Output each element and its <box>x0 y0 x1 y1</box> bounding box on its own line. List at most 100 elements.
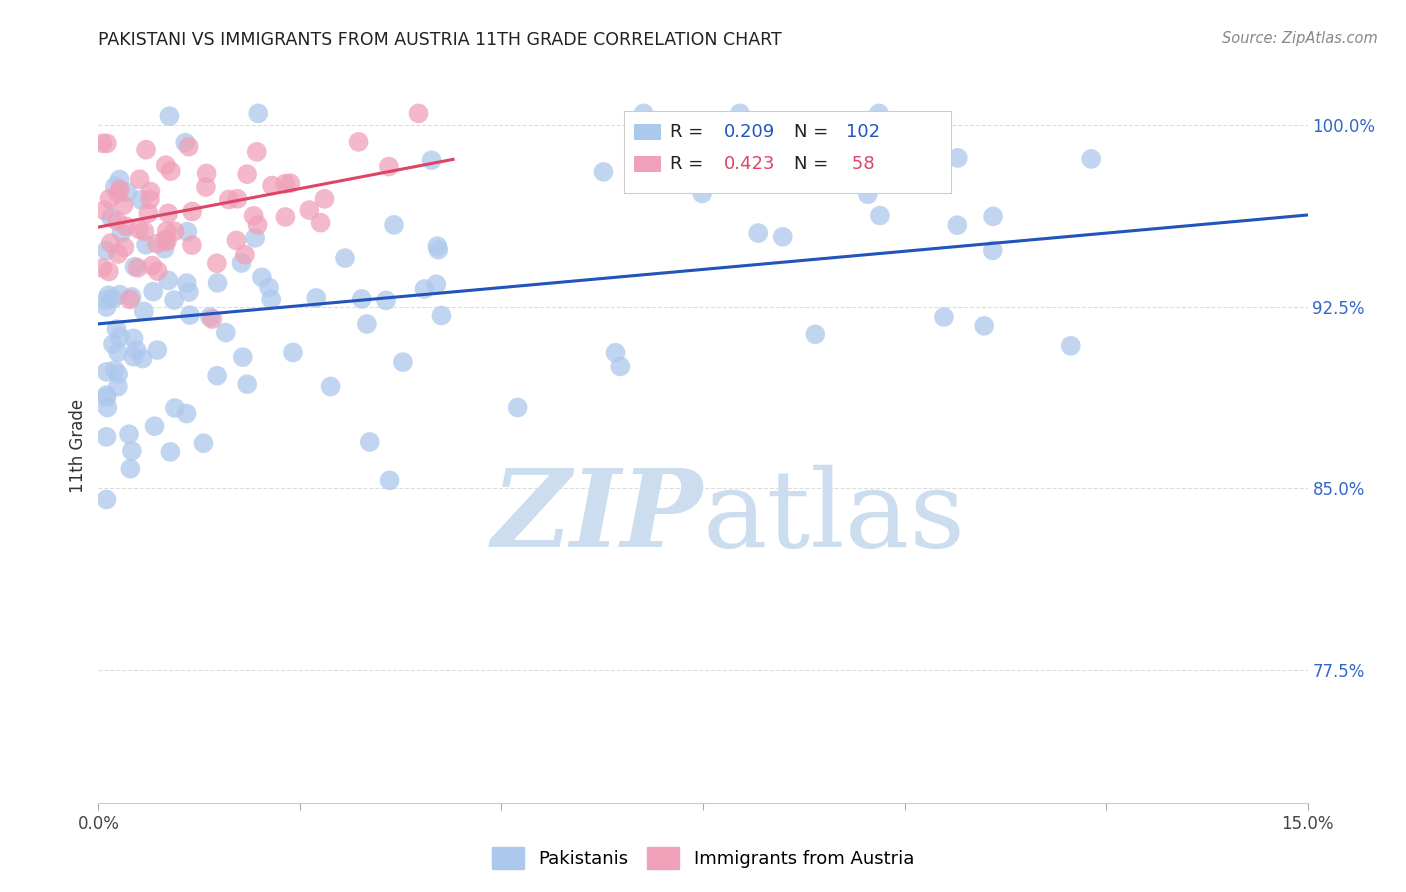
Point <box>156 235 179 249</box>
Point <box>155 233 177 247</box>
Point <box>101 292 124 306</box>
Point <box>728 106 751 120</box>
Point <box>233 248 256 262</box>
Point <box>350 292 373 306</box>
Point <box>207 276 229 290</box>
Point <box>104 363 127 377</box>
Point <box>139 192 162 206</box>
Point <box>153 242 176 256</box>
Point <box>856 187 879 202</box>
Point <box>108 287 131 301</box>
Point <box>260 293 283 307</box>
Point <box>242 209 264 223</box>
Point <box>274 210 297 224</box>
Point <box>205 256 228 270</box>
Point <box>772 229 794 244</box>
Point <box>128 222 150 236</box>
Point <box>690 186 713 201</box>
Point <box>155 158 177 172</box>
Point <box>247 106 270 120</box>
Point <box>96 401 118 415</box>
Text: N =: N = <box>793 155 834 173</box>
Point <box>177 285 200 299</box>
Point <box>869 209 891 223</box>
Point <box>392 355 415 369</box>
Point <box>107 379 129 393</box>
Point <box>163 224 186 238</box>
Text: ZIP: ZIP <box>492 465 703 570</box>
Point <box>262 178 284 193</box>
Point <box>146 343 169 357</box>
Point <box>413 282 436 296</box>
Point <box>981 210 1004 224</box>
Point <box>108 182 131 196</box>
Point <box>378 160 401 174</box>
Point <box>142 285 165 299</box>
Point <box>179 308 201 322</box>
Point <box>96 244 118 258</box>
Text: 0.423: 0.423 <box>724 155 775 173</box>
Point <box>121 290 143 304</box>
Point <box>319 379 342 393</box>
Point <box>96 388 118 402</box>
Point <box>176 276 198 290</box>
Point <box>107 367 129 381</box>
Point <box>104 179 127 194</box>
Point <box>427 243 450 257</box>
Point <box>156 224 179 238</box>
Point <box>157 206 180 220</box>
Point <box>96 300 118 314</box>
Point <box>125 343 148 357</box>
Point <box>246 145 269 159</box>
Point <box>93 203 115 218</box>
Text: Source: ZipAtlas.com: Source: ZipAtlas.com <box>1222 31 1378 46</box>
Point <box>378 473 401 487</box>
Point <box>314 192 336 206</box>
Legend: Pakistanis, Immigrants from Austria: Pakistanis, Immigrants from Austria <box>485 839 921 876</box>
Point <box>108 329 131 343</box>
Point <box>139 185 162 199</box>
Point <box>120 461 142 475</box>
Point <box>243 231 266 245</box>
Point <box>146 264 169 278</box>
Point <box>382 218 405 232</box>
Point <box>236 167 259 181</box>
Point <box>135 237 157 252</box>
Y-axis label: 11th Grade: 11th Grade <box>69 399 87 493</box>
Point <box>91 136 114 151</box>
Point <box>1060 339 1083 353</box>
Point <box>98 192 121 206</box>
Point <box>108 172 131 186</box>
Point <box>131 351 153 366</box>
Point <box>91 260 114 275</box>
Point <box>356 317 378 331</box>
Point <box>163 401 186 415</box>
Point <box>107 186 129 201</box>
Point <box>430 309 453 323</box>
Text: R =: R = <box>671 123 710 141</box>
Point <box>605 345 627 359</box>
Point <box>118 427 141 442</box>
Point <box>127 260 149 275</box>
Point <box>96 136 118 151</box>
Point <box>231 256 253 270</box>
Point <box>946 151 969 165</box>
Point <box>305 291 328 305</box>
Point <box>159 109 181 123</box>
Point <box>128 172 150 186</box>
Point <box>141 259 163 273</box>
Point <box>257 280 280 294</box>
Point <box>1080 152 1102 166</box>
Point <box>105 322 128 336</box>
Point <box>274 177 297 191</box>
Point <box>174 136 197 150</box>
Point <box>159 445 181 459</box>
Point <box>193 436 215 450</box>
Point <box>107 345 129 359</box>
Point <box>333 251 356 265</box>
Text: 102: 102 <box>845 123 880 141</box>
Point <box>114 240 136 254</box>
Point <box>117 186 139 200</box>
Point <box>981 244 1004 258</box>
Point <box>143 419 166 434</box>
